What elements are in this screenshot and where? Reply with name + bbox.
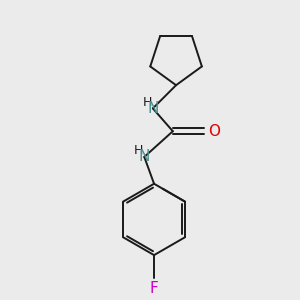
Text: H: H <box>143 96 152 109</box>
Text: F: F <box>150 281 158 296</box>
Text: N: N <box>147 101 158 116</box>
Text: H: H <box>133 144 143 157</box>
Text: O: O <box>208 124 220 139</box>
Text: N: N <box>139 149 150 164</box>
